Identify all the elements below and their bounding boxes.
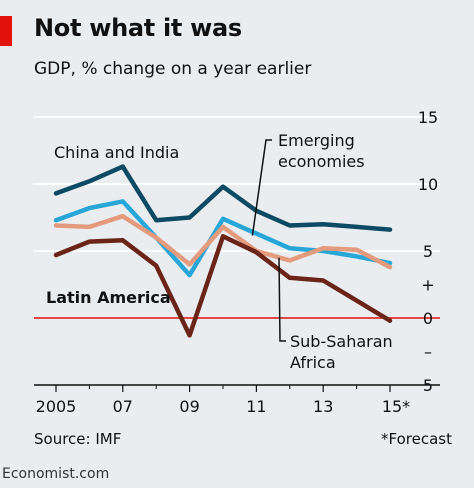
- y-tick-label: 5: [423, 376, 433, 395]
- y-tick-label: 10: [418, 175, 438, 194]
- label-emerging-line2: economies: [278, 152, 365, 171]
- axis-ticks: 15 10 5 +0 – 5 2005 07 09 11 13 15*: [36, 108, 439, 416]
- y-tick-label: 15: [418, 108, 438, 127]
- label-subsaharan-line2: Africa: [290, 353, 336, 372]
- x-tick-label: 11: [246, 397, 266, 416]
- series-line-china_india: [53, 164, 393, 232]
- callout-lines: [251, 139, 286, 342]
- series-line-emerging: [53, 199, 393, 278]
- label-emerging-line1: Emerging: [278, 131, 355, 150]
- x-tick-label: 07: [113, 397, 133, 416]
- grid-lines: [34, 116, 440, 386]
- label-latin-america: Latin America: [46, 288, 171, 307]
- chart-subtitle: GDP, % change on a year earlier: [34, 59, 312, 79]
- series-lines: [53, 164, 393, 338]
- forecast-note: *Forecast: [381, 430, 452, 448]
- y-tick-label: 5: [423, 242, 433, 261]
- y-tick-label: 0: [423, 309, 433, 328]
- label-subsaharan-line1: Sub-Saharan: [290, 332, 393, 351]
- x-tick-label: 15*: [382, 397, 410, 416]
- x-tick-label: 09: [179, 397, 199, 416]
- y-tick-label: +: [421, 276, 434, 295]
- brand-logo-text: Economist.com: [2, 466, 110, 482]
- chart-title: Not what it was: [34, 14, 242, 42]
- label-china-india: China and India: [54, 143, 179, 162]
- x-tick-label: 2005: [36, 397, 77, 416]
- accent-tag: [0, 16, 12, 46]
- callout-subsaharan: [278, 257, 286, 342]
- callout-emerging: [251, 139, 272, 236]
- source-note: Source: IMF: [34, 430, 122, 448]
- y-tick-label: –: [424, 343, 432, 362]
- series-line-subsaharan: [53, 213, 393, 270]
- series-line-latin: [53, 234, 393, 338]
- x-tick-label: 13: [313, 397, 333, 416]
